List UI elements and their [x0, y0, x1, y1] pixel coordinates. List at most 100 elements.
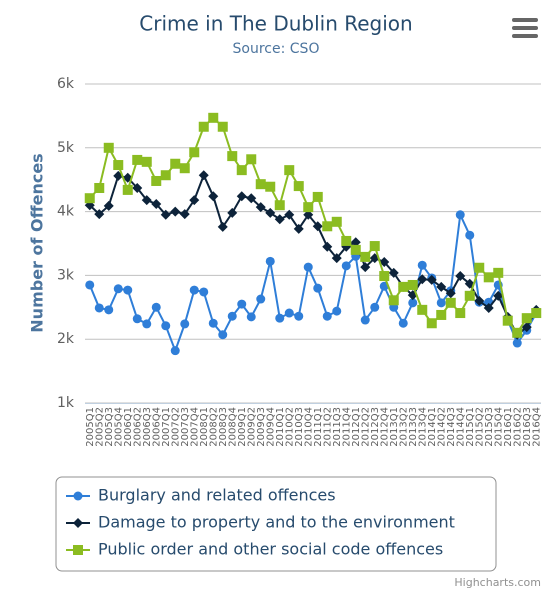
point: [84, 193, 95, 204]
point: [151, 302, 161, 312]
point: [426, 318, 437, 329]
x-tick-label: 2005Q1: [85, 407, 96, 447]
point: [426, 274, 437, 285]
point: [455, 210, 465, 220]
x-tick-label: 2011Q1: [313, 407, 324, 447]
point: [293, 181, 304, 192]
menu-button[interactable]: [512, 18, 538, 38]
point: [474, 295, 485, 306]
legend-label: Burglary and related offences: [98, 486, 336, 505]
x-tick-label: 2012Q2: [360, 407, 371, 447]
point: [417, 260, 427, 270]
series: [84, 170, 542, 340]
point: [303, 202, 314, 213]
x-tick-label: 2015Q3: [484, 407, 495, 447]
x-tick-label: 2008Q1: [199, 407, 210, 447]
point: [132, 182, 143, 193]
point: [227, 311, 237, 321]
point: [189, 195, 200, 206]
x-tick-label: 2016Q1: [503, 407, 514, 447]
point: [189, 147, 200, 158]
menu-bar[interactable]: [512, 26, 538, 30]
point: [436, 298, 446, 308]
point: [474, 262, 485, 273]
point: [236, 165, 247, 176]
point: [483, 302, 494, 313]
legend-box: [55, 476, 497, 572]
point: [246, 154, 257, 165]
x-tick-label: 2013Q2: [398, 407, 409, 447]
x-tick-label: 2014Q1: [427, 407, 438, 447]
x-tick-label: 2010Q4: [303, 407, 314, 447]
legend-symbol: [73, 545, 83, 555]
x-tick-label: 2011Q3: [332, 407, 343, 447]
x-tick-label: 2008Q4: [227, 407, 238, 447]
legend-label: Damage to property and to the environmen…: [98, 513, 455, 532]
point: [398, 318, 408, 328]
point: [104, 305, 114, 315]
point: [94, 209, 105, 220]
menu-bar[interactable]: [512, 34, 538, 38]
point: [445, 297, 456, 308]
legend-item[interactable]: Burglary and related offences: [66, 486, 336, 505]
point: [217, 221, 228, 232]
point: [436, 309, 447, 320]
x-tick-label: 2016Q3: [522, 407, 533, 447]
point: [255, 179, 266, 190]
point: [170, 206, 181, 217]
point: [407, 279, 418, 290]
x-tick-label: 2006Q2: [132, 407, 143, 447]
x-tick-label: 2015Q1: [465, 407, 476, 447]
x-tick-label: 2009Q1: [237, 407, 248, 447]
point: [379, 257, 390, 268]
point: [312, 221, 323, 232]
point: [493, 267, 504, 278]
point: [512, 327, 523, 338]
point: [369, 241, 380, 252]
point: [303, 262, 313, 272]
legend-item[interactable]: Public order and other social code offen…: [66, 540, 443, 559]
point: [388, 267, 399, 278]
legend-item[interactable]: Damage to property and to the environmen…: [66, 513, 455, 532]
point: [370, 302, 380, 312]
credits[interactable]: Highcharts.com: [454, 576, 541, 589]
point: [122, 184, 133, 195]
point: [113, 284, 123, 294]
point: [360, 251, 371, 262]
x-tick-label: 2015Q4: [493, 407, 504, 447]
point: [160, 170, 171, 181]
chart-title: Crime in The Dublin Region: [139, 12, 412, 36]
x-tick-label: 2009Q4: [265, 407, 276, 447]
point: [350, 244, 361, 255]
point: [227, 151, 238, 162]
x-tick-label: 2015Q2: [474, 407, 485, 447]
point: [341, 261, 351, 271]
point: [132, 314, 142, 324]
point: [170, 158, 181, 169]
x-tick-label: 2016Q2: [512, 407, 523, 447]
point: [255, 202, 266, 213]
point: [217, 121, 228, 132]
menu-bar[interactable]: [512, 18, 538, 22]
point: [179, 163, 190, 174]
point: [123, 285, 133, 295]
point: [350, 237, 361, 248]
x-tick-label: 2009Q2: [246, 407, 257, 447]
point: [189, 285, 199, 295]
point: [208, 318, 218, 328]
point: [208, 112, 219, 123]
point: [265, 181, 276, 192]
x-tick-label: 2010Q2: [284, 407, 295, 447]
point: [455, 308, 466, 319]
point: [521, 322, 532, 333]
y-tick-label: 4k: [57, 204, 75, 220]
point: [218, 330, 228, 340]
point: [493, 290, 504, 301]
point: [408, 298, 418, 308]
point: [85, 280, 95, 290]
point: [417, 304, 428, 315]
point: [331, 253, 342, 264]
point: [303, 209, 314, 220]
point: [293, 223, 304, 234]
